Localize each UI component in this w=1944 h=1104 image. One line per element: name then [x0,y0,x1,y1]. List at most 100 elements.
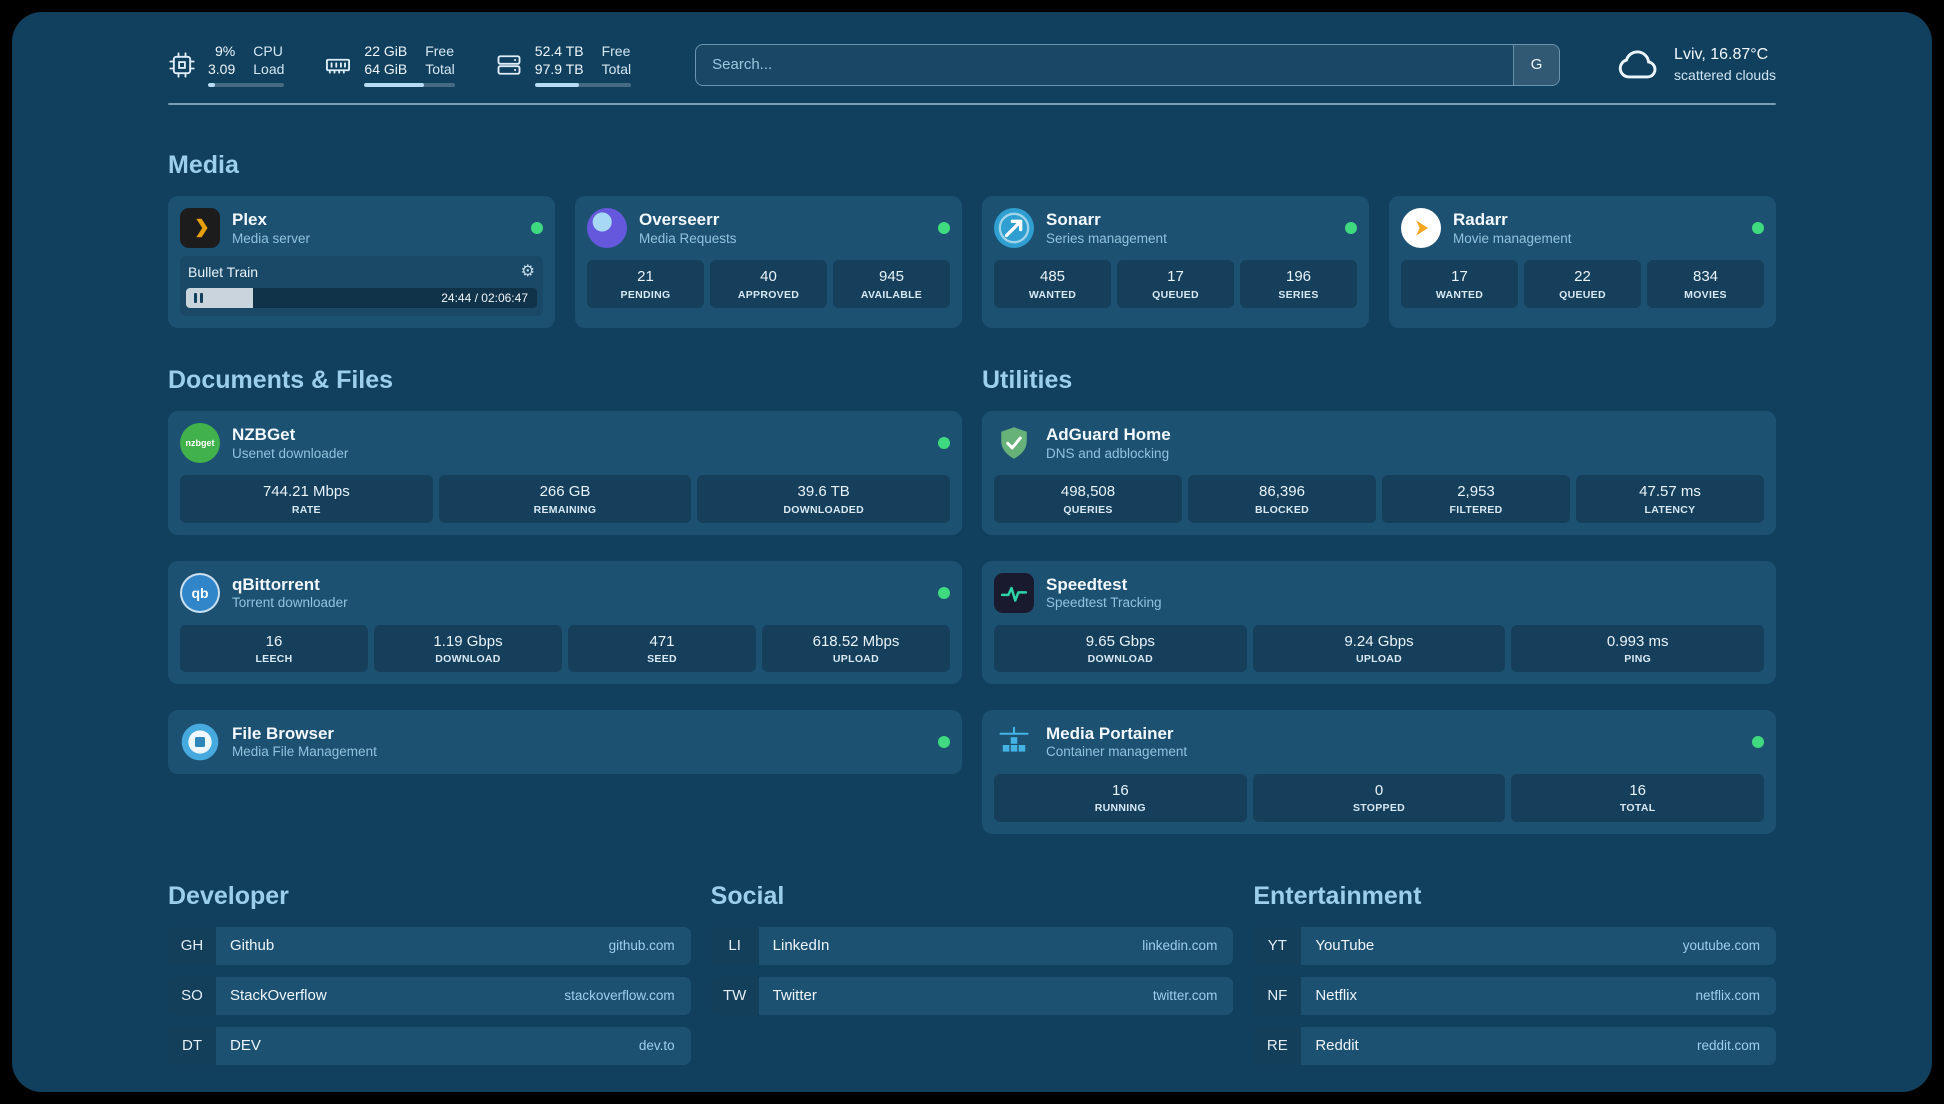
stat-leech: 16 LEECH [180,624,368,673]
service-name: Plex [232,210,267,230]
playback-progress-bar[interactable]: 24:44 / 02:06:47 [186,288,537,309]
stat-available: 945 AVAILABLE [833,260,950,308]
service-subtitle: Container management [1046,744,1188,760]
qbittorrent-icon: qb [180,572,220,613]
service-subtitle: Speedtest Tracking [1046,594,1162,610]
service-subtitle: Series management [1046,230,1167,246]
service-card-sonarr[interactable]: Sonarr Series management 485 WANTED 17 Q… [982,196,1369,329]
search-input[interactable] [696,44,1514,85]
portainer-icon [994,722,1034,762]
playback-time: 24:44 / 02:06:47 [441,291,528,306]
service-subtitle: Movie management [1453,230,1572,246]
service-card-nzbget[interactable]: nzbget NZBGet Usenet downloader 744.21 M… [168,411,962,535]
bookmarks: Developer GH Github github.com SO StackO… [168,882,1776,1065]
pause-icon[interactable] [194,293,203,304]
stat-queries: 498,508 QUERIES [994,475,1182,523]
bookmark-group-title: Entertainment [1253,881,1422,910]
bookmark-group-entertainment: Entertainment YT YouTube youtube.com NF … [1253,882,1776,1065]
service-card-speedtest[interactable]: Speedtest Speedtest Tracking 9.65 Gbps D… [982,560,1776,685]
stat-upload: 9.24 Gbps UPLOAD [1252,624,1506,673]
bookmark-abbr: RE [1253,1026,1302,1065]
cpu-widget: 9% 3.09 CPU Load [168,42,285,88]
system-resources: 9% 3.09 CPU Load [168,42,632,88]
bookmark-abbr: SO [168,976,216,1015]
sonarr-icon [994,208,1034,249]
cpu-load-label: Load [253,61,285,78]
section-utilities: Utilities AdGuard Home DNS and a [982,366,1776,834]
bookmark-github[interactable]: GH Github github.com [168,926,691,965]
weather-location: Lviv, 16.87°C [1674,46,1769,64]
weather-widget: Lviv, 16.87°C scattered clouds [1616,43,1776,87]
bookmark-name: DEV [230,1037,261,1055]
cpu-load-value: 3.09 [208,61,236,78]
now-playing-panel: Bullet Train ⚙ 24:44 / 02:06:47 [180,256,543,317]
service-name: NZBGet [232,425,296,445]
service-subtitle: Media Requests [639,230,737,246]
radarr-icon [1401,208,1441,249]
stat-running: 16 RUNNING [994,774,1247,822]
service-name: File Browser [232,724,335,744]
bookmark-url: github.com [608,938,675,954]
nzbget-icon: nzbget [180,423,220,464]
stat-series: 196 SERIES [1240,260,1357,308]
stat-queued: 22 QUEUED [1524,260,1641,308]
search-provider-button[interactable]: G [1513,44,1560,85]
service-card-plex[interactable]: Plex Media server Bullet Train ⚙ 24:44 /… [168,196,555,329]
bookmark-group-social: Social LI LinkedIn linkedin.com TW Twitt… [710,882,1234,1065]
bookmark-name: Reddit [1315,1037,1359,1055]
search-bar: G [695,43,1561,86]
bookmark-stackoverflow[interactable]: SO StackOverflow stackoverflow.com [168,976,691,1015]
service-card-radarr[interactable]: Radarr Movie management 17 WANTED 22 QUE… [1389,196,1776,329]
bookmark-url: youtube.com [1682,938,1760,954]
stat-pending: 21 PENDING [587,260,704,308]
status-dot [938,437,950,450]
section-title-documents: Documents & Files [168,366,394,395]
service-card-qbittorrent[interactable]: qb qBittorrent Torrent downloader 16 LEE… [168,560,962,685]
service-subtitle: Torrent downloader [232,594,348,610]
service-card-overseerr[interactable]: Overseerr Media Requests 21 PENDING 40 A… [575,196,962,329]
bookmark-name: Netflix [1315,987,1358,1005]
stat-remaining: 266 GB REMAINING [438,475,692,523]
stat-total: 16 TOTAL [1511,774,1765,822]
memory-total-value: 64 GiB [364,61,408,78]
bookmark-url: reddit.com [1696,1038,1760,1054]
stat-downloaded: 39.6 TB DOWNLOADED [697,475,951,523]
disk-total-label: Total [601,61,632,78]
bookmark-twitter[interactable]: TW Twitter twitter.com [710,976,1234,1015]
bookmark-dev[interactable]: DT DEV dev.to [168,1026,691,1065]
service-subtitle: Media File Management [232,744,377,760]
bookmark-youtube[interactable]: YT YouTube youtube.com [1253,926,1776,965]
service-card-adguard[interactable]: AdGuard Home DNS and adblocking 498,508 … [982,411,1776,535]
stat-blocked: 86,396 BLOCKED [1188,475,1376,523]
bookmark-netflix[interactable]: NF Netflix netflix.com [1253,976,1776,1015]
bookmark-url: dev.to [638,1038,675,1054]
service-card-portainer[interactable]: Media Portainer Container management 16 … [982,710,1776,834]
disk-total-value: 97.9 TB [534,61,584,78]
status-dot [531,222,543,235]
memory-progress-bar [364,83,455,88]
header-divider [168,103,1776,106]
bookmark-group-title: Developer [168,881,289,910]
stat-approved: 40 APPROVED [710,260,827,308]
stat-stopped: 0 STOPPED [1252,774,1506,822]
cpu-progress-bar [208,83,285,88]
bookmark-reddit[interactable]: RE Reddit reddit.com [1253,1026,1776,1065]
settings-gear-icon[interactable]: ⚙ [520,263,535,281]
cloud-icon [1616,43,1660,87]
memory-readout: 22 GiB 64 GiB Free Total [364,42,455,88]
stat-ping: 0.993 ms PING [1511,624,1765,673]
bookmark-linkedin[interactable]: LI LinkedIn linkedin.com [710,926,1234,965]
stat-wanted: 485 WANTED [994,260,1111,308]
homepage-dashboard: 9% 3.09 CPU Load [12,12,1932,1092]
cpu-readout: 9% 3.09 CPU Load [208,42,285,88]
service-card-filebrowser[interactable]: File Browser Media File Management [168,710,962,775]
section-documents: Documents & Files nzbget NZBGet Usenet d… [168,366,962,833]
service-subtitle: Media server [232,230,311,246]
disk-progress-bar [534,83,632,88]
bookmark-abbr: DT [168,1026,216,1065]
bookmark-url: stackoverflow.com [564,988,675,1004]
plex-icon [180,208,220,249]
bookmark-url: netflix.com [1695,988,1760,1004]
stat-upload: 618.52 Mbps UPLOAD [762,624,950,673]
